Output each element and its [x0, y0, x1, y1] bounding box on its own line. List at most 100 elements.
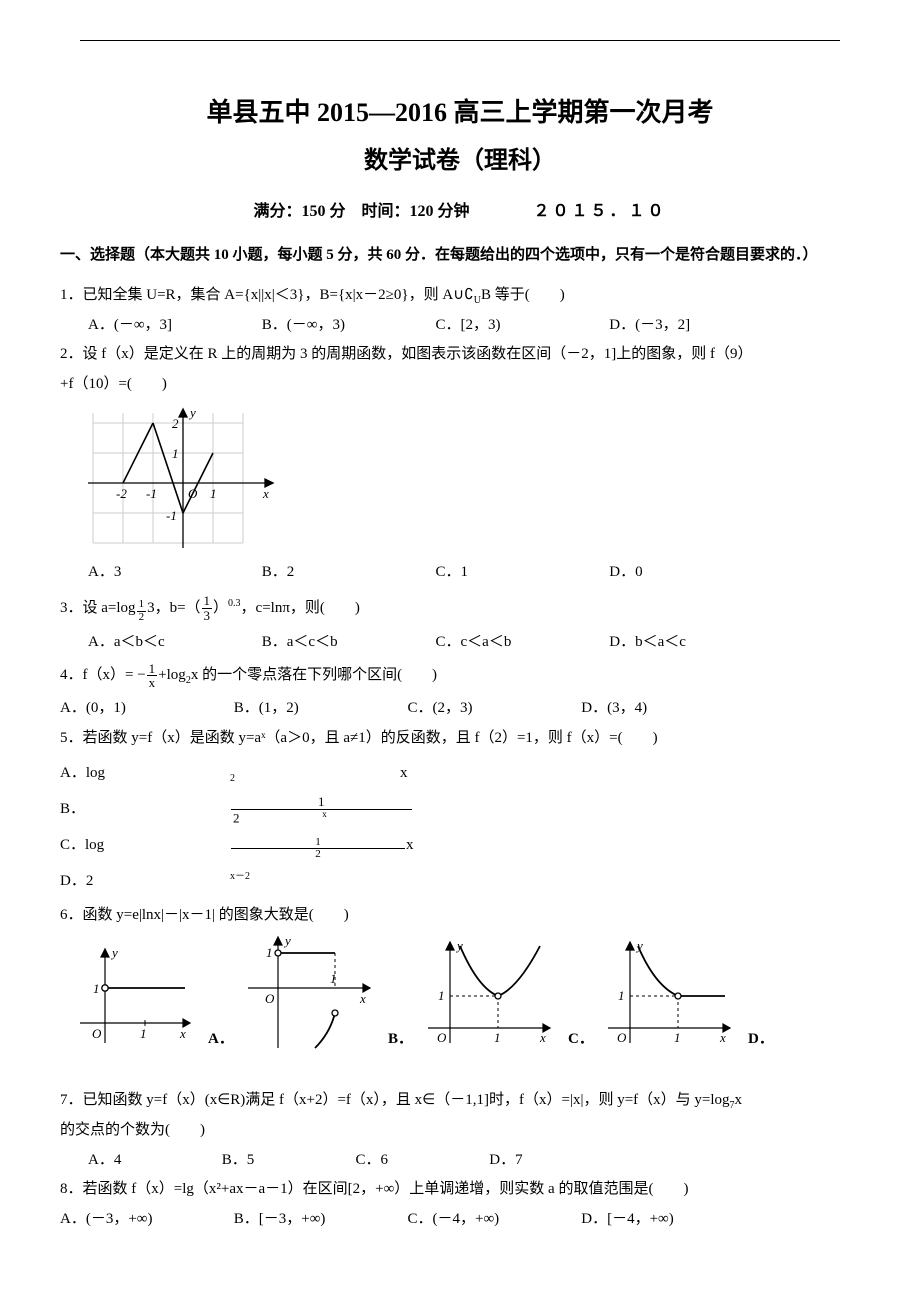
svg-text:1: 1	[494, 1030, 501, 1045]
q7-stem-2: x	[735, 1092, 743, 1108]
meta-date: ２０１５．１０	[534, 203, 667, 220]
q1-options: A．(－∞，3] B．(－∞，3) C．[2，3) D．(－3，2]	[88, 313, 860, 339]
q6-label-a: A．	[208, 1027, 232, 1053]
svg-text:x: x	[719, 1030, 726, 1045]
svg-text:O: O	[617, 1030, 627, 1045]
q7-opt-d: D．7	[489, 1148, 619, 1174]
q3-d: ）	[213, 600, 228, 616]
q3-opt-c: C．c＜a＜b	[436, 630, 606, 656]
meta-time: 时间：120 分钟	[361, 203, 469, 220]
section-1-heading: 一、选择题（本大题共 10 小题，每小题 5 分，共 60 分．在每题给出的四个…	[60, 243, 860, 269]
q4-mid: +log	[158, 667, 186, 683]
meta-score: 满分：150 分	[253, 203, 345, 220]
question-4: 4．f（x）= −1x+log2x 的一个零点落在下列哪个区间( )	[60, 659, 860, 692]
q7-options: A．4 B．5 C．6 D．7	[88, 1148, 860, 1174]
q7-opt-a: A．4	[88, 1148, 218, 1174]
svg-text:1: 1	[618, 988, 625, 1003]
q8-opt-d: D．[－4，+∞)	[581, 1207, 751, 1233]
question-8: 8．若函数 f（x）=lg（x²+ax－a－1）在区间[2，+∞）上单调递增，则…	[60, 1177, 860, 1203]
svg-text:O: O	[437, 1030, 447, 1045]
q2-opt-b: B．2	[262, 560, 432, 586]
svg-text:-1: -1	[146, 486, 157, 501]
q6-label-d: D．	[748, 1027, 772, 1053]
question-5: 5．若函数 y=f（x）是函数 y=aˣ（a＞0，且 a≠1）的反函数，且 f（…	[60, 726, 860, 752]
q4-opt-a: A．(0，1)	[60, 696, 230, 722]
q1-opt-a: A．(－∞，3]	[88, 313, 258, 339]
q5-opt-a: A．log2x	[60, 755, 570, 791]
q4-opt-c: C．(2，3)	[408, 696, 578, 722]
q8-options: A．(－3，+∞) B．[－3，+∞) C．(－4，+∞) D．[－4，+∞)	[60, 1207, 860, 1233]
q5-options: A．log2x B．12x C．log12x D．2x－2	[60, 755, 860, 899]
svg-text:O: O	[265, 991, 275, 1006]
q3-opt-b: B．a＜c＜b	[262, 630, 432, 656]
svg-text:1: 1	[266, 945, 273, 960]
q8-opt-b: B．[－3，+∞)	[234, 1207, 404, 1233]
question-7: 7．已知函数 y=f（x）(x∈R)满足 f（x+2）=f（x），且 x∈（－1…	[60, 1088, 860, 1114]
q8-stem: 8．若函数 f（x）=lg（x²+ax－a－1）在区间[2，+∞）上单调递增，则…	[60, 1181, 688, 1197]
q4-options: A．(0，1) B．(1，2) C．(2，3) D．(3，4)	[60, 696, 860, 722]
q8-opt-c: C．(－4，+∞)	[408, 1207, 578, 1233]
svg-text:1: 1	[674, 1030, 681, 1045]
q6-figures: 1 1 x y O A．	[70, 933, 860, 1053]
q2-stem-1: 2．设 f（x）是定义在 R 上的周期为 3 的周期函数，如图表示该函数在区间（…	[60, 346, 753, 362]
svg-text:y: y	[188, 405, 196, 420]
q6-label-b: B．	[388, 1027, 412, 1053]
q1-opt-c: C．[2，3)	[436, 313, 606, 339]
q5-stem: 5．若函数 y=f（x）是函数 y=aˣ（a＞0，且 a≠1）的反函数，且 f（…	[60, 730, 658, 746]
svg-text:y: y	[635, 938, 643, 953]
page-subtitle: 数学试卷（理科）	[60, 141, 860, 182]
q2-options: A．3 B．2 C．1 D．0	[88, 560, 860, 586]
q2-stem-2: +f（10）=( )	[60, 376, 167, 392]
q2-opt-d: D．0	[609, 560, 779, 586]
question-2b: +f（10）=( )	[60, 372, 860, 398]
q6-stem: 6．函数 y=e|lnx|－|x－1| 的图象大致是( )	[60, 907, 349, 923]
q3-a: 3．设	[60, 600, 98, 616]
q4-opt-b: B．(1，2)	[234, 696, 404, 722]
q3-e: ，c=lnπ，则( )	[241, 600, 360, 616]
svg-text:1: 1	[172, 446, 179, 461]
svg-text:-1: -1	[166, 508, 177, 523]
q2-chart-svg: -2 -1 O 1 1 2 -1 x y	[78, 403, 283, 558]
q4-head: 4．f（x）= −	[60, 667, 146, 683]
svg-text:y: y	[455, 938, 463, 953]
q7-opt-b: B．5	[222, 1148, 352, 1174]
q6-fig-a: 1 1 x y O	[70, 943, 200, 1053]
meta-line: 满分：150 分 时间：120 分钟 ２０１５．１０	[60, 198, 860, 225]
svg-text:2: 2	[172, 416, 179, 431]
q6-fig-c: 1 1 x y O	[420, 938, 560, 1053]
page-title: 单县五中 2015—2016 高三上学期第一次月考	[60, 91, 860, 135]
q6-label-c: C．	[568, 1027, 592, 1053]
svg-text:1: 1	[140, 1026, 147, 1041]
q1-stem-b: B 等于( )	[481, 287, 565, 303]
q5-opt-c: C．log12x	[60, 827, 576, 863]
q3-opt-a: A．a＜b＜c	[88, 630, 258, 656]
q3-options: A．a＜b＜c B．a＜c＜b C．c＜a＜b D．b＜a＜c	[88, 630, 860, 656]
svg-text:x: x	[179, 1026, 186, 1041]
q3-c: 3，b=（	[147, 600, 200, 616]
svg-text:x: x	[539, 1030, 546, 1045]
q1-opt-d: D．(－3，2]	[609, 313, 779, 339]
q1-stem-a: 1．已知全集 U=R，集合 A={x||x|＜3}，B={x|x－2≥0}，则 …	[60, 287, 474, 303]
q8-opt-a: A．(－3，+∞)	[60, 1207, 230, 1233]
q2-opt-a: A．3	[88, 560, 258, 586]
svg-text:1: 1	[93, 981, 100, 996]
q1-opt-b: B．(－∞，3)	[262, 313, 432, 339]
q5-opt-b: B．12x	[60, 791, 413, 827]
top-rule	[80, 40, 840, 41]
q4-opt-d: D．(3，4)	[581, 696, 751, 722]
q5-opt-d: D．2x－2	[60, 863, 400, 899]
q7-stem-3: 的交点的个数为( )	[60, 1122, 205, 1138]
q1-complement-sub: U	[474, 295, 481, 306]
svg-text:y: y	[283, 933, 291, 948]
svg-text:x: x	[359, 991, 366, 1006]
svg-text:1: 1	[210, 486, 217, 501]
question-2: 2．设 f（x）是定义在 R 上的周期为 3 的周期函数，如图表示该函数在区间（…	[60, 342, 860, 368]
q6-fig-d: 1 1 x y O	[600, 938, 740, 1053]
q4-tail: x 的一个零点落在下列哪个区间( )	[191, 667, 437, 683]
question-6: 6．函数 y=e|lnx|－|x－1| 的图象大致是( )	[60, 903, 860, 929]
q3-opt-d: D．b＜a＜c	[609, 630, 779, 656]
svg-text:-2: -2	[116, 486, 127, 501]
question-3: 3．设 a=log123，b=（13）0.3，c=lnπ，则( )	[60, 590, 860, 626]
svg-text:1: 1	[438, 988, 445, 1003]
svg-text:O: O	[188, 486, 198, 501]
